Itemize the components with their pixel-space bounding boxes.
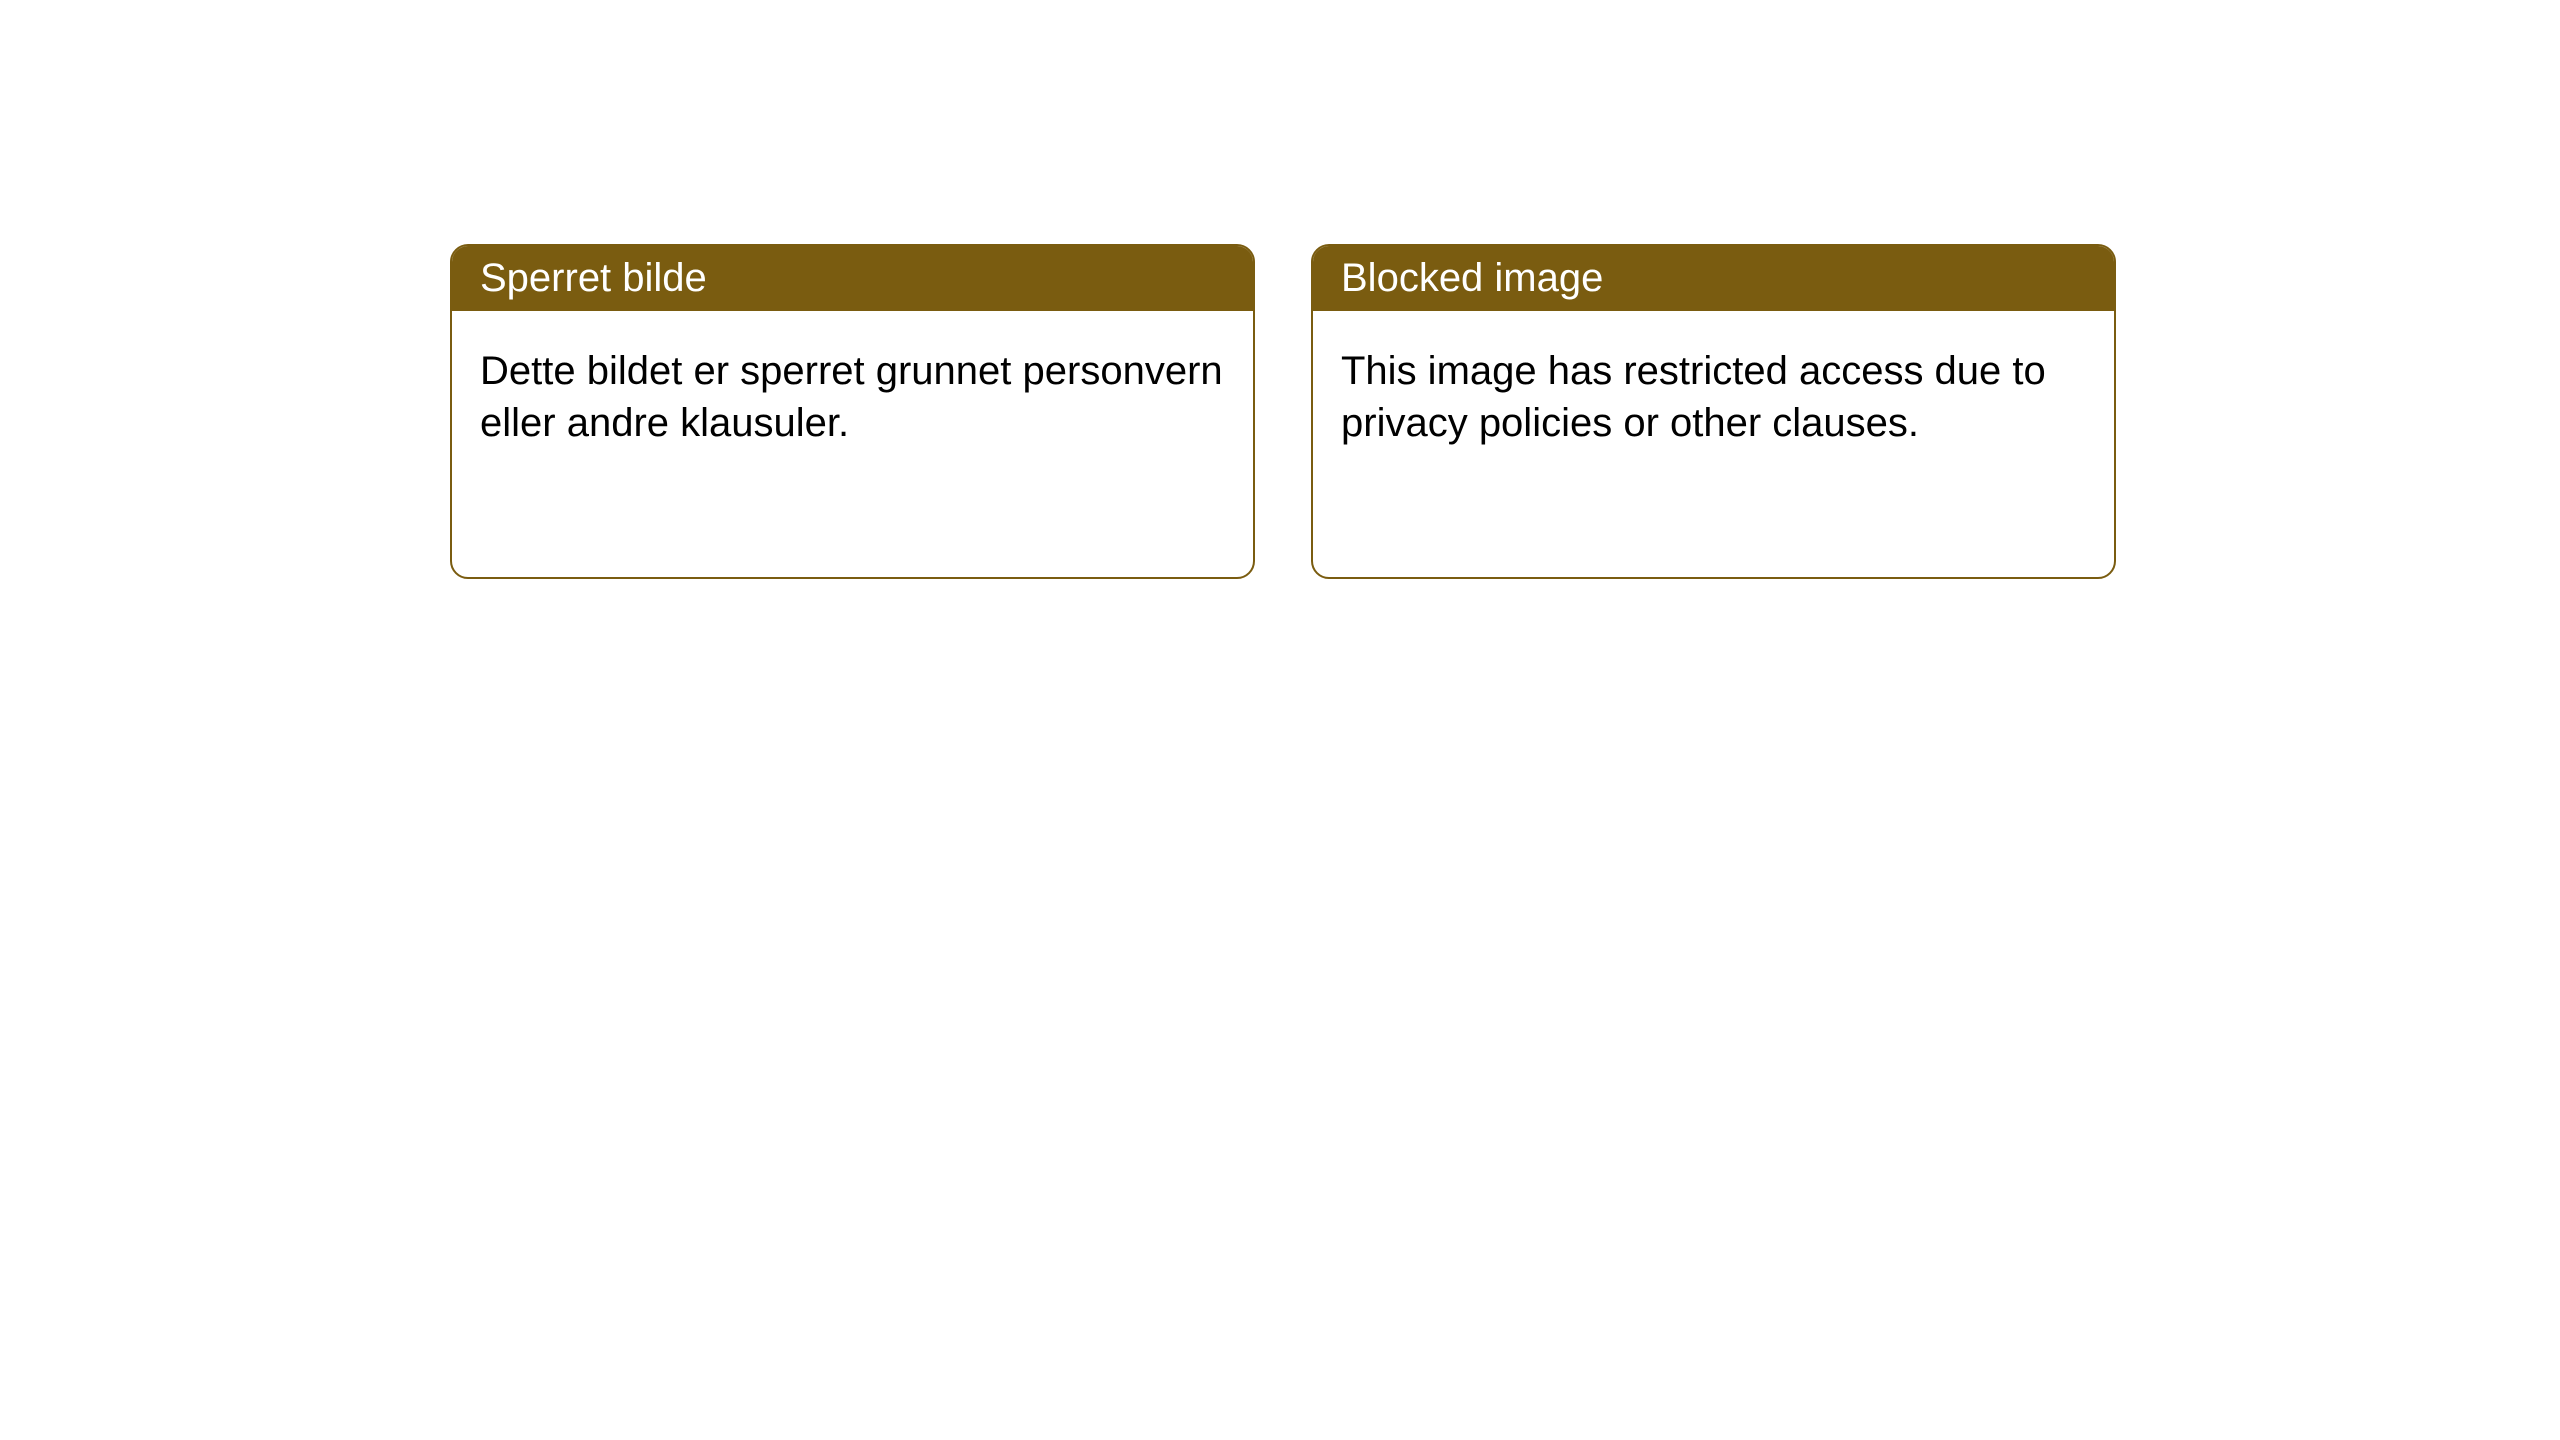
notice-title-norwegian: Sperret bilde — [480, 256, 707, 300]
notice-text-norwegian: Dette bildet er sperret grunnet personve… — [480, 349, 1223, 445]
notice-header-english: Blocked image — [1313, 246, 2114, 311]
notice-header-norwegian: Sperret bilde — [452, 246, 1253, 311]
notice-text-english: This image has restricted access due to … — [1341, 349, 2046, 445]
notice-box-english: Blocked image This image has restricted … — [1311, 244, 2116, 579]
notice-body-norwegian: Dette bildet er sperret grunnet personve… — [452, 311, 1253, 483]
notice-container: Sperret bilde Dette bildet er sperret gr… — [0, 0, 2560, 579]
notice-box-norwegian: Sperret bilde Dette bildet er sperret gr… — [450, 244, 1255, 579]
notice-body-english: This image has restricted access due to … — [1313, 311, 2114, 483]
notice-title-english: Blocked image — [1341, 256, 1603, 300]
